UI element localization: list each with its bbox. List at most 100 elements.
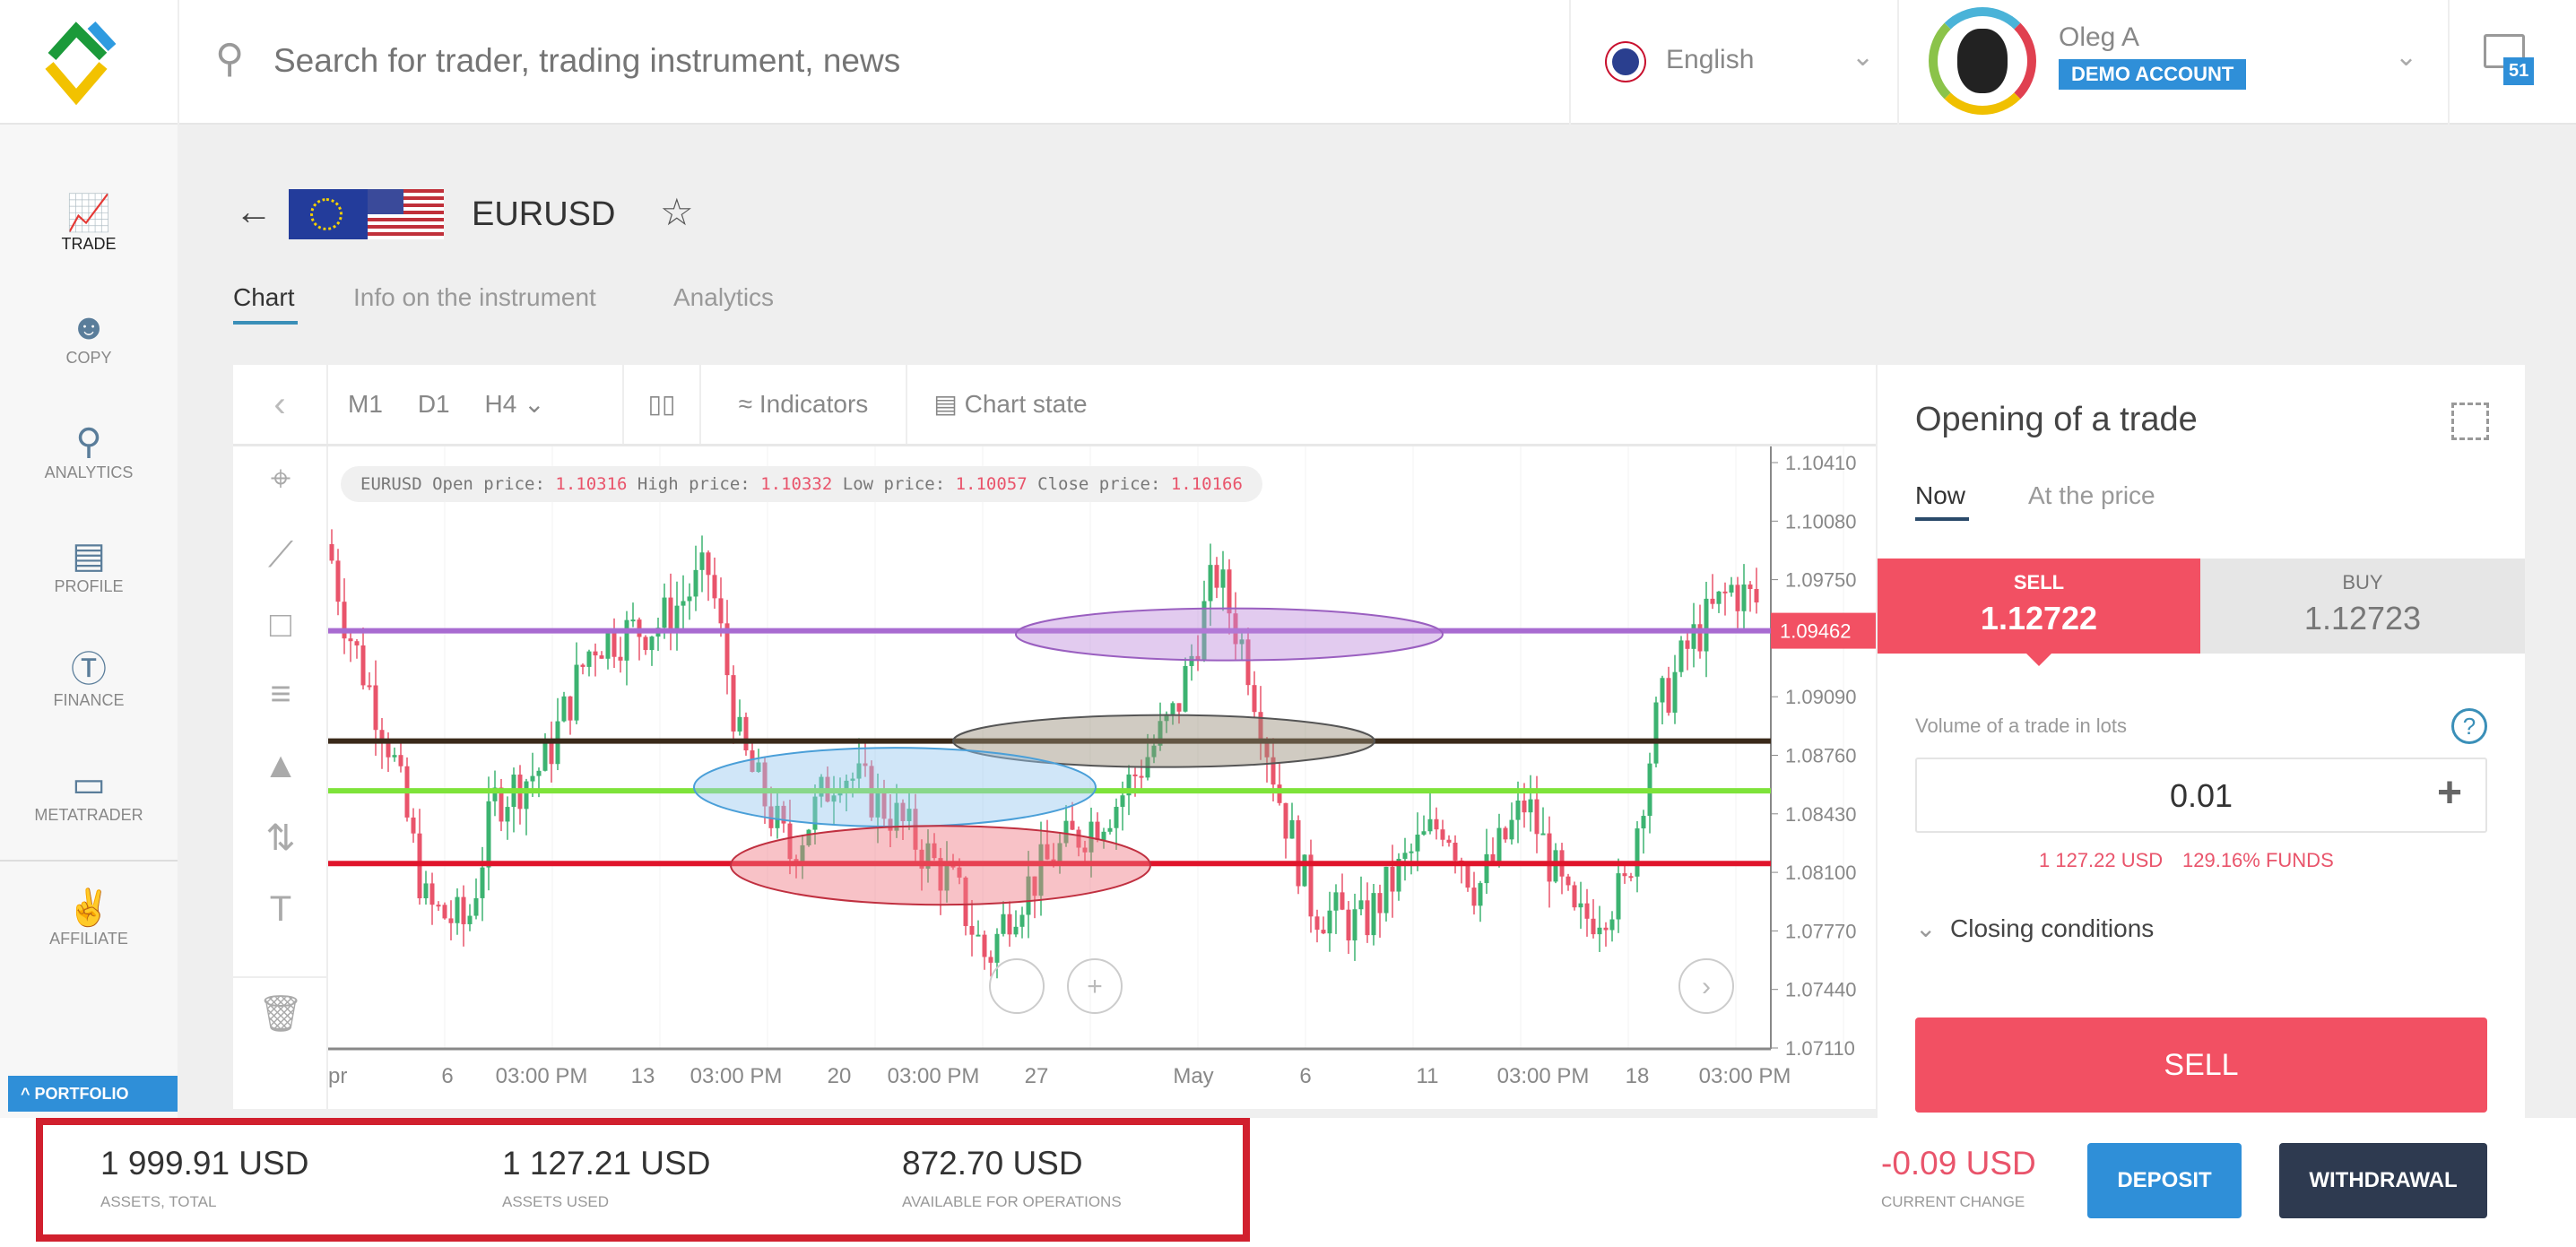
help-icon[interactable]: ? bbox=[2451, 708, 2487, 744]
candle-body bbox=[1566, 876, 1571, 886]
trade-title: Opening of a trade bbox=[1915, 401, 2198, 438]
candle-body bbox=[599, 655, 604, 659]
candle-body bbox=[1227, 569, 1232, 614]
deposit-button[interactable]: DEPOSIT bbox=[2087, 1143, 2242, 1218]
candle-body bbox=[1377, 893, 1383, 914]
tab-chart[interactable]: Chart bbox=[233, 283, 295, 311]
sell-price-button[interactable]: SELL 1.12722 bbox=[1878, 559, 2200, 654]
candle-body bbox=[737, 716, 742, 732]
candle-body bbox=[1453, 843, 1458, 861]
buy-price-button[interactable]: BUY 1.12723 bbox=[2200, 559, 2525, 654]
candle-body bbox=[687, 596, 692, 602]
language-selector[interactable]: English ⌄ bbox=[1569, 0, 1897, 125]
crosshair-tool-icon[interactable]: ⌖ bbox=[270, 459, 291, 498]
logo-icon[interactable] bbox=[36, 16, 134, 106]
candle-body bbox=[1151, 745, 1157, 758]
open-value: 1.10316 bbox=[555, 474, 628, 494]
candle-body bbox=[392, 755, 397, 758]
text-tool-icon[interactable]: T bbox=[269, 889, 292, 929]
person-icon: ☻ bbox=[69, 307, 108, 347]
candle-body bbox=[461, 896, 466, 924]
volume-value[interactable]: 0.01 bbox=[2169, 777, 2233, 814]
candle-body bbox=[1547, 833, 1552, 882]
tab-info[interactable]: Info on the instrument bbox=[353, 283, 596, 311]
sidebar-item-copy[interactable]: ☻ COPY bbox=[0, 306, 178, 368]
candle-body bbox=[1710, 598, 1715, 604]
top-header: ⚲ English ⌄ Oleg A DEMO ACCOUNT ⌄ 51 bbox=[0, 0, 2576, 125]
volume-label: Volume of a trade in lots bbox=[1915, 714, 2128, 737]
candle-body bbox=[1277, 784, 1282, 803]
tab-analytics[interactable]: Analytics bbox=[673, 283, 775, 311]
portfolio-button[interactable]: ^ PORTFOLIO bbox=[8, 1076, 178, 1112]
timeframe-m1[interactable]: M1 bbox=[348, 390, 383, 418]
trendline-tool-icon[interactable]: ⟋ bbox=[268, 535, 293, 575]
channel-tool-icon[interactable]: ≡ bbox=[270, 674, 291, 714]
candle-body bbox=[969, 925, 975, 935]
pattern-tool-icon[interactable]: ▲ bbox=[263, 746, 299, 785]
profile-menu[interactable]: Oleg A DEMO ACCOUNT ⌄ bbox=[1897, 0, 2448, 125]
sidebar-item-analytics[interactable]: ⚲ ANALYTICS bbox=[0, 420, 178, 482]
zoom-out-button bbox=[989, 958, 1045, 1014]
tab-at-the-price[interactable]: At the price bbox=[2028, 481, 2155, 509]
candle-body bbox=[561, 696, 567, 722]
candle-body bbox=[982, 934, 987, 957]
candle-body bbox=[800, 844, 805, 866]
chart-panel: ‹ M1 D1 H4 ⌄ ▯▯ ≈ Indicators ▤ Chart sta… bbox=[233, 365, 1876, 1109]
candle-body bbox=[1296, 819, 1301, 887]
closing-conditions-label: Closing conditions bbox=[1950, 914, 2155, 942]
chart-state-button[interactable]: ▤ Chart state bbox=[907, 365, 1114, 444]
red-ellipse bbox=[730, 825, 1151, 906]
candle-body bbox=[1038, 844, 1044, 896]
candle-body bbox=[1101, 831, 1106, 840]
expand-icon[interactable] bbox=[2451, 403, 2489, 440]
volume-input[interactable]: 0.01 + bbox=[1915, 758, 2487, 833]
candle-body bbox=[1666, 678, 1671, 713]
messages-button[interactable]: 51 bbox=[2484, 34, 2546, 97]
candle-body bbox=[919, 849, 924, 869]
candle-body bbox=[988, 957, 993, 963]
low-value: 1.10057 bbox=[955, 474, 1028, 494]
closing-conditions-toggle[interactable]: ⌄ Closing conditions bbox=[1915, 914, 2154, 943]
candle-body bbox=[944, 865, 950, 891]
time-tick-label: 13 bbox=[631, 1064, 655, 1088]
star-icon[interactable]: ☆ bbox=[660, 191, 694, 233]
plus-icon[interactable]: + bbox=[2437, 769, 2463, 817]
chevron-down-icon[interactable]: ⌄ bbox=[524, 390, 545, 418]
sell-price: 1.12722 bbox=[1980, 600, 2098, 636]
timeframe-d1[interactable]: D1 bbox=[417, 390, 450, 418]
time-tick-label: 03:00 PM bbox=[496, 1064, 588, 1088]
sidebar-item-profile[interactable]: ▤ PROFILE bbox=[0, 534, 178, 596]
candle-body bbox=[863, 763, 868, 766]
back-arrow-icon[interactable]: ← bbox=[235, 190, 273, 232]
candle-body bbox=[1057, 843, 1062, 866]
candle-body bbox=[1114, 806, 1119, 828]
sidebar-item-metatrader[interactable]: ▭ METATRADER bbox=[0, 763, 178, 825]
candle-body bbox=[1490, 853, 1496, 862]
withdrawal-button[interactable]: WITHDRAWAL bbox=[2279, 1143, 2487, 1218]
candle-body bbox=[1616, 873, 1621, 920]
trash-icon[interactable]: 🗑 bbox=[257, 994, 304, 1034]
candle-type-icon[interactable]: ▯▯ bbox=[624, 365, 701, 444]
account-badge: DEMO ACCOUNT bbox=[2059, 59, 2247, 90]
available-label: AVAILABLE FOR OPERATIONS bbox=[902, 1193, 1122, 1210]
candle-body bbox=[1628, 876, 1634, 879]
sidebar-item-affiliate[interactable]: ✌ AFFILIATE bbox=[0, 887, 178, 948]
rectangle-tool-icon[interactable]: □ bbox=[269, 605, 292, 645]
collapse-left-icon[interactable]: ‹ bbox=[233, 365, 328, 444]
sell-button[interactable]: SELL bbox=[1915, 1018, 2487, 1113]
indicators-button[interactable]: ≈ Indicators bbox=[701, 365, 907, 444]
sidebar-item-trade[interactable]: 📈 TRADE bbox=[0, 192, 178, 254]
time-tick-label: 11 bbox=[1417, 1064, 1439, 1088]
timeframe-h4[interactable]: H4 bbox=[484, 390, 517, 418]
assets-used-value: 1 127.21 USD bbox=[502, 1145, 711, 1182]
fibonacci-tool-icon[interactable]: ⇅ bbox=[265, 818, 296, 858]
candle-body bbox=[386, 743, 391, 758]
price-chart[interactable]: 1.10410 1.10080 1.09750 1.09090 1.08760 1.084… bbox=[328, 446, 1876, 1109]
purple-ellipse bbox=[1015, 607, 1444, 662]
time-tick-label: May bbox=[1173, 1064, 1213, 1088]
tab-now[interactable]: Now bbox=[1915, 481, 1966, 509]
sidebar-item-finance[interactable]: Ⓣ FINANCE bbox=[0, 648, 178, 710]
account-summary-bar: 1 999.91 USD ASSETS, TOTAL 1 127.21 USD … bbox=[0, 1118, 2576, 1247]
candle-body bbox=[1063, 820, 1069, 844]
search-input[interactable] bbox=[273, 34, 1529, 88]
